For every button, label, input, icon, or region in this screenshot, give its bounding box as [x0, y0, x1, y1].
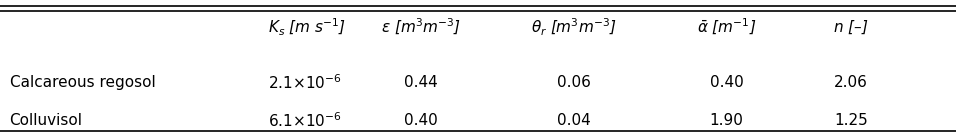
Text: Calcareous regosol: Calcareous regosol — [10, 75, 155, 90]
Text: 2.1×10$^{-6}$: 2.1×10$^{-6}$ — [268, 73, 341, 92]
Text: $\varepsilon$ [m$^3$m$^{-3}$]: $\varepsilon$ [m$^3$m$^{-3}$] — [380, 17, 461, 37]
Text: $K_s$ [m s$^{-1}$]: $K_s$ [m s$^{-1}$] — [268, 17, 346, 38]
Text: 0.40: 0.40 — [403, 113, 438, 128]
Text: 0.40: 0.40 — [709, 75, 744, 90]
Text: 0.44: 0.44 — [403, 75, 438, 90]
Text: Colluvisol: Colluvisol — [10, 113, 82, 128]
Text: 0.06: 0.06 — [556, 75, 591, 90]
Text: 1.90: 1.90 — [709, 113, 744, 128]
Text: 1.25: 1.25 — [834, 113, 868, 128]
Text: 0.04: 0.04 — [556, 113, 591, 128]
Text: 2.06: 2.06 — [834, 75, 868, 90]
Text: $\bar{\alpha}$ [m$^{-1}$]: $\bar{\alpha}$ [m$^{-1}$] — [697, 17, 756, 37]
Text: $\theta_r$ [m$^3$m$^{-3}$]: $\theta_r$ [m$^3$m$^{-3}$] — [531, 17, 617, 38]
Text: 6.1×10$^{-6}$: 6.1×10$^{-6}$ — [268, 111, 341, 130]
Text: $n$ [–]: $n$ [–] — [834, 19, 868, 36]
